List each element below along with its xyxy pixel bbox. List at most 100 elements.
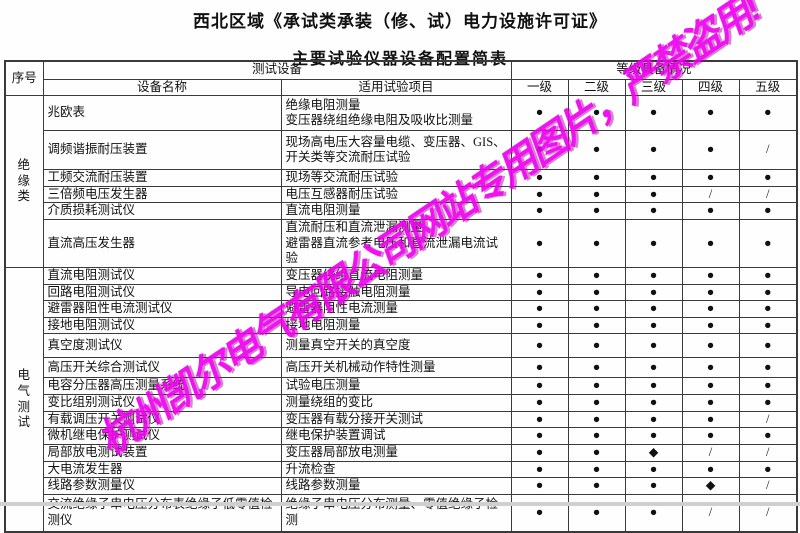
grade-mark: ● xyxy=(567,266,626,285)
project: 避雷器阻性电流测量 xyxy=(280,300,512,318)
device-name: 真空度测试仪 xyxy=(42,333,282,359)
device-name: 交流绝缘子串电压分布表绝缘子低零值检测仪 xyxy=(42,493,282,533)
grade-mark: ● xyxy=(510,357,569,379)
grade-mark: ● xyxy=(624,130,683,171)
col-header-level-4: 四级 xyxy=(681,78,740,97)
grade-mark: ● xyxy=(510,202,569,220)
grade-mark: ● xyxy=(624,377,683,395)
col-header-grade-group: 等级具备情况 xyxy=(510,60,798,80)
grade-mark: ● xyxy=(567,493,626,533)
grade-mark: ● xyxy=(681,357,740,379)
grade-mark: ● xyxy=(624,394,683,412)
grade-mark: / xyxy=(738,493,798,533)
grade-mark: ● xyxy=(567,169,626,187)
grade-mark: ● xyxy=(567,316,626,335)
section-label-insulation: 绝 缘 类 xyxy=(4,95,44,268)
grade-mark: ● xyxy=(510,377,569,395)
grade-mark: ● xyxy=(738,316,798,335)
table-row: 变比组别测试仪 测量绕组的变比 ● ● ● ● ● xyxy=(5,394,798,412)
device-name: 直流高压发生器 xyxy=(42,219,282,268)
grade-mark: ● xyxy=(624,493,683,533)
grade-mark: ● xyxy=(738,377,798,395)
project: 升流检查 xyxy=(280,460,512,479)
col-header-test-equipment: 测试设备 xyxy=(42,60,512,80)
device-name: 工频交流耐压装置 xyxy=(42,169,282,187)
grade-mark: ● xyxy=(567,410,626,429)
grade-mark: ● xyxy=(510,219,569,268)
project: 测量绕组的变比 xyxy=(280,394,512,412)
project: 直流电阻测量 xyxy=(280,202,512,220)
grade-mark: ● xyxy=(510,427,569,445)
grade-mark: ● xyxy=(567,300,626,318)
table-row: 调频谐振耐压装置 现场高电压大容量电缆、变压器、GIS、开关类等交流耐压试验 ●… xyxy=(5,130,798,171)
device-name: 直流电阻测试仪 xyxy=(42,266,282,285)
grade-mark: ● xyxy=(624,410,683,429)
project: 试验电压测量 xyxy=(280,377,512,395)
scan-edge xyxy=(0,502,800,506)
grade-mark: ● xyxy=(738,266,798,285)
project: 测量真空开关的真空度 xyxy=(280,333,512,359)
grade-mark: ● xyxy=(624,427,683,445)
table-row: 三倍频电压发生器 电压互感器耐压试验 ● ● ● / / xyxy=(5,185,798,204)
table-row: 交流绝缘子串电压分布表绝缘子低零值检测仪 绝缘子串电压分布测量、零值绝缘子检测 … xyxy=(5,493,798,533)
device-name: 线路参数测量仪 xyxy=(42,477,282,495)
grade-mark: ● xyxy=(624,169,683,187)
grade-mark: ● xyxy=(624,357,683,379)
grade-mark: ● xyxy=(738,219,798,268)
grade-mark: ● xyxy=(510,460,569,479)
grade-mark: ◆ xyxy=(624,443,683,462)
col-header-level-2: 二级 xyxy=(567,78,626,97)
grade-mark: ● xyxy=(738,427,798,445)
grade-mark: ● xyxy=(510,410,569,429)
col-header-level-1: 一级 xyxy=(510,78,569,97)
grade-mark: ● xyxy=(681,333,740,359)
grade-mark: ● xyxy=(681,130,740,171)
equipment-table: 序号 测试设备 等级具备情况 设备名称 适用试验项目 一级 二级 三级 四级 五… xyxy=(4,60,799,533)
project: 接地电阻测量 xyxy=(280,316,512,335)
device-name: 微机继电保护测试仪 xyxy=(42,427,282,445)
grade-mark: ● xyxy=(624,283,683,302)
project: 现场等交流耐压试验 xyxy=(280,169,512,187)
grade-mark: ● xyxy=(624,185,683,204)
grade-mark: / xyxy=(738,410,798,429)
grade-mark: ● xyxy=(681,266,740,285)
grade-mark: ● xyxy=(567,95,626,132)
table-row: 绝 缘 类 兆欧表 绝缘电阻测量 变压器绕组绝缘电阻及吸收比测量 ● ● ● ●… xyxy=(4,95,798,268)
grade-mark: ● xyxy=(624,300,683,318)
grade-mark: ● xyxy=(567,443,626,462)
grade-mark: ● xyxy=(567,202,626,220)
device-name: 避雷器阻性电流测试仪 xyxy=(42,300,282,318)
grade-mark: ● xyxy=(510,394,569,412)
grade-mark: ● xyxy=(510,316,569,335)
project: 变压器局部放电测量 xyxy=(280,443,512,462)
grade-mark: ● xyxy=(624,460,683,479)
grade-mark: ● xyxy=(510,169,569,187)
device-name: 变比组别测试仪 xyxy=(42,394,282,412)
grade-mark: ● xyxy=(681,394,740,412)
grade-mark: ● xyxy=(681,410,740,429)
table-row: 真空度测试仪 测量真空开关的真空度 ● ● ● ● ● xyxy=(5,333,798,359)
device-name: 大电流发生器 xyxy=(42,460,282,479)
grade-mark: / xyxy=(681,493,740,533)
device-name: 接地电阻测试仪 xyxy=(42,316,282,335)
device-name: 调频谐振耐压装置 xyxy=(42,130,282,171)
project: 绝缘电阻测量 变压器绕组绝缘电阻及吸收比测量 xyxy=(280,95,512,132)
grade-mark: ● xyxy=(567,460,626,479)
grade-mark: ● xyxy=(738,169,798,187)
grade-mark: ● xyxy=(681,95,740,132)
grade-mark: ● xyxy=(738,357,798,379)
grade-mark: ● xyxy=(681,300,740,318)
table-row: 回路电阻测试仪 导电回路接触电阻测量 ● ● ● ● ● xyxy=(5,283,798,302)
grade-mark: ● xyxy=(510,333,569,359)
grade-mark: ● xyxy=(567,219,626,268)
grade-mark: ● xyxy=(681,202,740,220)
table-row: 局部放电测试装置 变压器局部放电测量 ● ● ◆ / / xyxy=(5,443,798,462)
grade-mark: ● xyxy=(681,169,740,187)
grade-mark: ● xyxy=(510,130,569,171)
device-name: 局部放电测试装置 xyxy=(42,443,282,462)
device-name: 高压开关综合测试仪 xyxy=(42,357,282,379)
grade-mark: ● xyxy=(681,427,740,445)
grade-mark: ◆ xyxy=(681,477,740,495)
table-row: 线路参数测量仪 线路参数测量 ● ● ● ◆ / xyxy=(5,477,798,495)
grade-mark: ● xyxy=(510,443,569,462)
